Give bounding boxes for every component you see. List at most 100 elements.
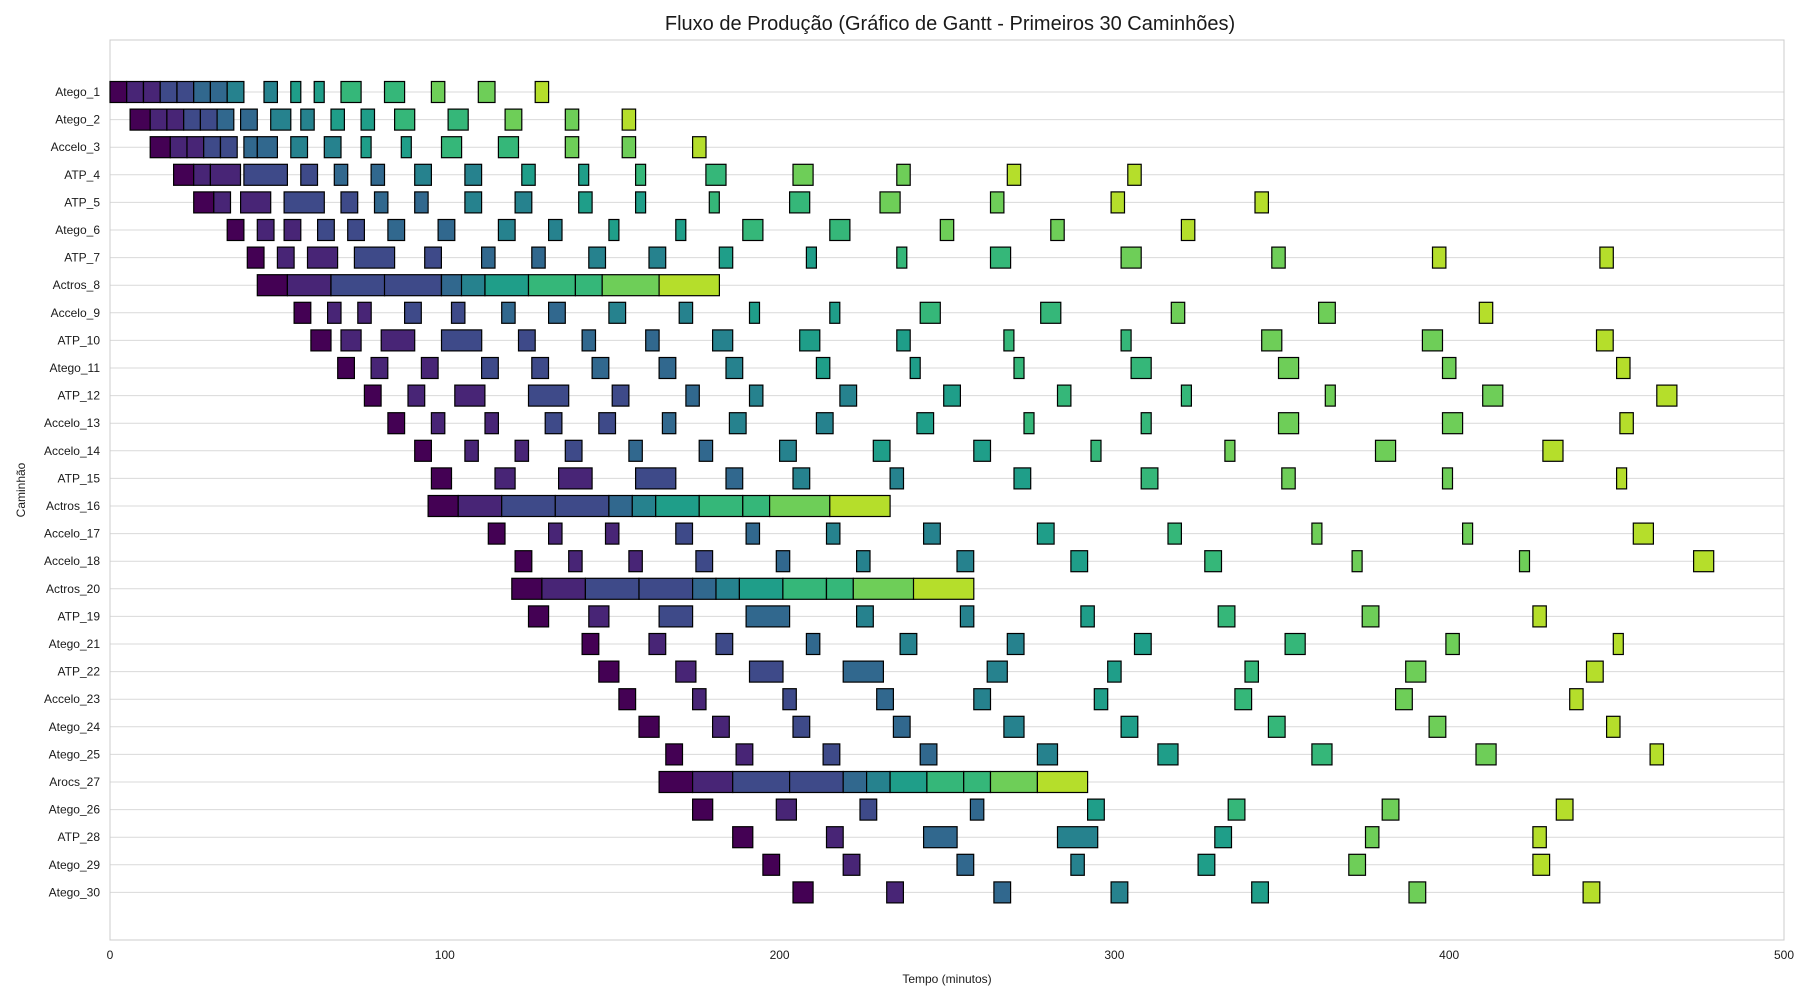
task-bar [541, 577, 587, 600]
task-bar [993, 881, 1012, 904]
task-bar [839, 384, 858, 407]
task-bar [183, 108, 201, 131]
task-bar [240, 108, 258, 131]
y-tick-label: ATP_19 [58, 609, 101, 623]
task-bar [1120, 329, 1132, 352]
task-bar [621, 136, 637, 159]
task-bar [732, 826, 754, 849]
task-bar [1110, 881, 1129, 904]
task-bar [1569, 688, 1584, 711]
task-bar [1023, 412, 1035, 435]
task-bar [557, 467, 593, 490]
task-bar [414, 191, 429, 214]
y-tick-label: Accelo_13 [44, 416, 100, 430]
task-bar [1351, 550, 1363, 573]
task-bar [337, 356, 356, 380]
task-bar [989, 770, 1039, 794]
task-bar [527, 274, 577, 297]
y-tick-label: Actros_8 [53, 278, 101, 292]
task-bar [226, 80, 245, 104]
task-bar [678, 301, 694, 324]
task-bar [256, 136, 278, 159]
task-bar [1619, 412, 1634, 435]
task-bar [1582, 881, 1601, 904]
task-bar [889, 770, 928, 794]
task-bar [735, 743, 754, 766]
x-tick-labels: 0 100 200 300 400 500 [107, 948, 1795, 962]
task-bar [825, 577, 854, 600]
task-bar [1120, 246, 1142, 269]
task-bar [855, 550, 871, 573]
task-bar [149, 136, 171, 159]
y-tick-label: Atego_24 [49, 720, 101, 734]
y-tick-labels: Atego_1 Atego_2 Accelo_3 ATP_4 ATP_5 Atego_6 A… [44, 85, 100, 899]
task-bar [209, 163, 242, 186]
task-bar [634, 467, 677, 490]
task-bar [711, 329, 734, 352]
task-bar [511, 577, 543, 600]
task-bar [745, 605, 791, 628]
task-bar [256, 218, 275, 242]
task-bar [256, 274, 288, 297]
task-bar [497, 136, 520, 159]
task-bar [460, 274, 486, 297]
task-bar [879, 191, 901, 214]
task-bar [658, 770, 694, 794]
y-tick-label: Accelo_23 [44, 692, 100, 706]
task-bar [380, 329, 416, 352]
task-bar [568, 550, 583, 573]
task-bar [1615, 467, 1628, 490]
task-bar [517, 329, 536, 352]
task-bar [1127, 163, 1142, 186]
y-tick-label: Accelo_17 [44, 527, 100, 541]
task-bar [497, 218, 516, 242]
task-bar [357, 301, 372, 324]
task-bar [1036, 743, 1059, 766]
task-bar [1036, 522, 1055, 545]
task-bar [815, 412, 834, 435]
task-bar [782, 688, 797, 711]
task-bar [420, 356, 439, 380]
task-bar [1204, 550, 1223, 573]
task-bar [1093, 688, 1109, 711]
task-bar [855, 605, 874, 628]
task-bar [1003, 715, 1025, 738]
task-bar [454, 384, 486, 407]
task-bar [658, 356, 677, 380]
task-bar [464, 163, 483, 186]
x-tick-label: 300 [1104, 948, 1124, 962]
task-bar [1311, 522, 1323, 545]
task-bar [313, 80, 325, 104]
task-bar [859, 798, 878, 821]
task-bar [825, 826, 844, 849]
task-bar [628, 439, 643, 462]
task-bar [675, 218, 687, 242]
task-bar [1612, 632, 1624, 656]
task-bar [876, 688, 895, 711]
task-bar [1374, 439, 1397, 462]
y-tick-label: Accelo_18 [44, 554, 100, 568]
task-bar [799, 329, 821, 352]
task-bar [1086, 798, 1105, 821]
task-bar [939, 218, 955, 242]
task-bar [487, 522, 506, 545]
task-bar [193, 191, 215, 214]
task-bar [306, 246, 339, 269]
task-bar [922, 522, 941, 545]
task-bar [531, 356, 550, 380]
task-bar [648, 632, 667, 656]
task-bar [611, 384, 630, 407]
task-bar [919, 743, 938, 766]
task-bar [1167, 522, 1182, 545]
task-bar [126, 80, 144, 104]
task-bar [748, 301, 761, 324]
task-bar [1431, 246, 1447, 269]
y-tick-label: ATP_28 [58, 830, 101, 844]
task-bar [695, 550, 714, 573]
task-bar [574, 274, 603, 297]
y-tick-label: Atego_21 [49, 637, 101, 651]
task-bar [778, 439, 797, 462]
task-bar [283, 218, 302, 242]
task-bar [477, 80, 496, 104]
task-bar [973, 688, 992, 711]
